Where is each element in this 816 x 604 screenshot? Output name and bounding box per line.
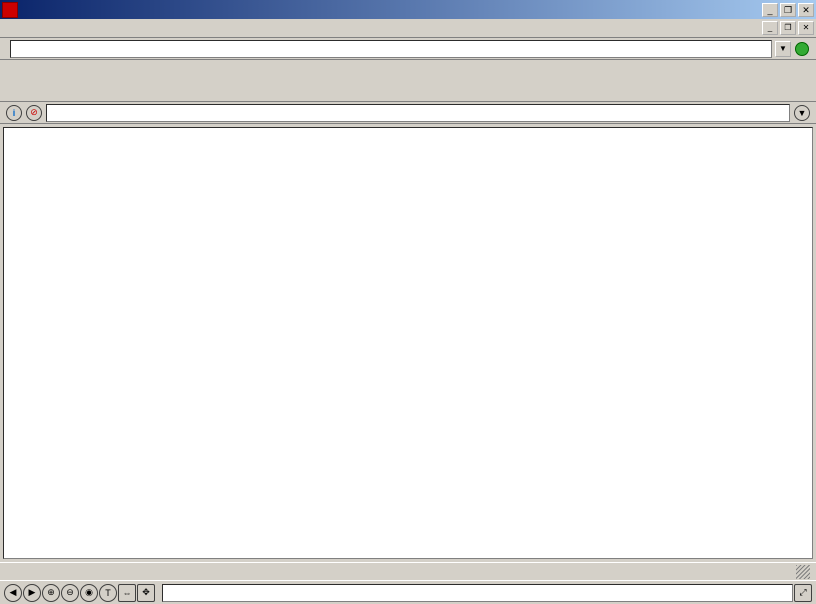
zoom-out-button[interactable]: ⊖ <box>61 584 79 602</box>
experiment-field[interactable] <box>10 40 772 58</box>
minimize-button[interactable]: _ <box>762 3 778 17</box>
status-ok-icon <box>795 42 809 56</box>
spectrum-selector-bar: i ⊘ ▼ <box>0 102 816 124</box>
experiment-dropdown-button[interactable]: ▼ <box>775 41 791 57</box>
mdi-window-controls: _ ❐ ✕ <box>760 21 814 35</box>
maximize-button[interactable]: ❐ <box>780 3 796 17</box>
crosshair-tool-button[interactable]: ✥ <box>137 584 155 602</box>
status-bar <box>0 562 816 580</box>
region-tool-button[interactable]: ⇔ <box>118 584 136 602</box>
info-button[interactable]: i <box>6 105 22 121</box>
zoom-in-button[interactable]: ⊕ <box>42 584 60 602</box>
system-status[interactable] <box>795 42 812 56</box>
selection-dropdown-button[interactable]: ▼ <box>794 105 810 121</box>
spectrum-chart[interactable] <box>56 134 356 284</box>
app-icon <box>2 2 18 18</box>
resize-grip-icon[interactable] <box>796 565 810 579</box>
nav-left-button[interactable]: ◀ <box>4 584 22 602</box>
view-button[interactable]: ◉ <box>80 584 98 602</box>
plot-area[interactable] <box>3 127 813 559</box>
title-bar: _ ❐ ✕ <box>0 0 816 19</box>
selected-spectrum-field[interactable] <box>46 104 790 122</box>
bottom-toolbar: ◀ ▶ ⊕ ⊖ ◉ T ⇔ ✥ ⤢ <box>0 580 816 604</box>
close-button[interactable]: ✕ <box>798 3 814 17</box>
mdi-restore-button[interactable]: ❐ <box>780 21 796 35</box>
overview-spectrum[interactable] <box>162 584 793 602</box>
main-toolbar <box>0 60 816 102</box>
expand-overview-button[interactable]: ⤢ <box>794 584 812 602</box>
nav-right-button[interactable]: ▶ <box>23 584 41 602</box>
mdi-minimize-button[interactable]: _ <box>762 21 778 35</box>
mdi-close-button[interactable]: ✕ <box>798 21 814 35</box>
menu-bar: _ ❐ ✕ <box>0 19 816 38</box>
experiment-bar: ▼ <box>0 38 816 60</box>
hide-button[interactable]: ⊘ <box>26 105 42 121</box>
text-tool-button[interactable]: T <box>99 584 117 602</box>
